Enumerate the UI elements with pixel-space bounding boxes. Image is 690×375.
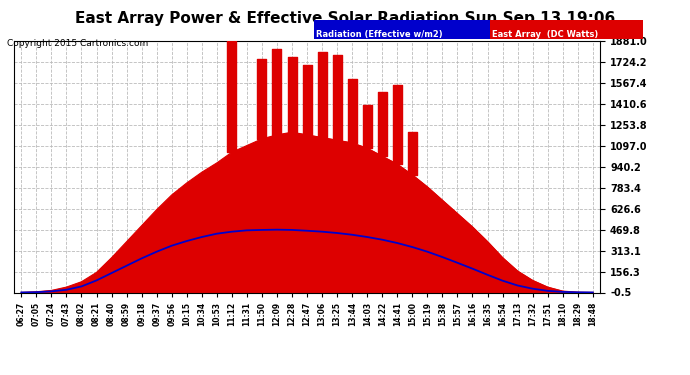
Text: East Array Power & Effective Solar Radiation Sun Sep 13 19:06: East Array Power & Effective Solar Radia… [75, 11, 615, 26]
Text: East Array  (DC Watts): East Array (DC Watts) [492, 30, 598, 39]
Text: Radiation (Effective w/m2): Radiation (Effective w/m2) [316, 30, 443, 39]
Text: Copyright 2015 Cartronics.com: Copyright 2015 Cartronics.com [7, 39, 148, 48]
